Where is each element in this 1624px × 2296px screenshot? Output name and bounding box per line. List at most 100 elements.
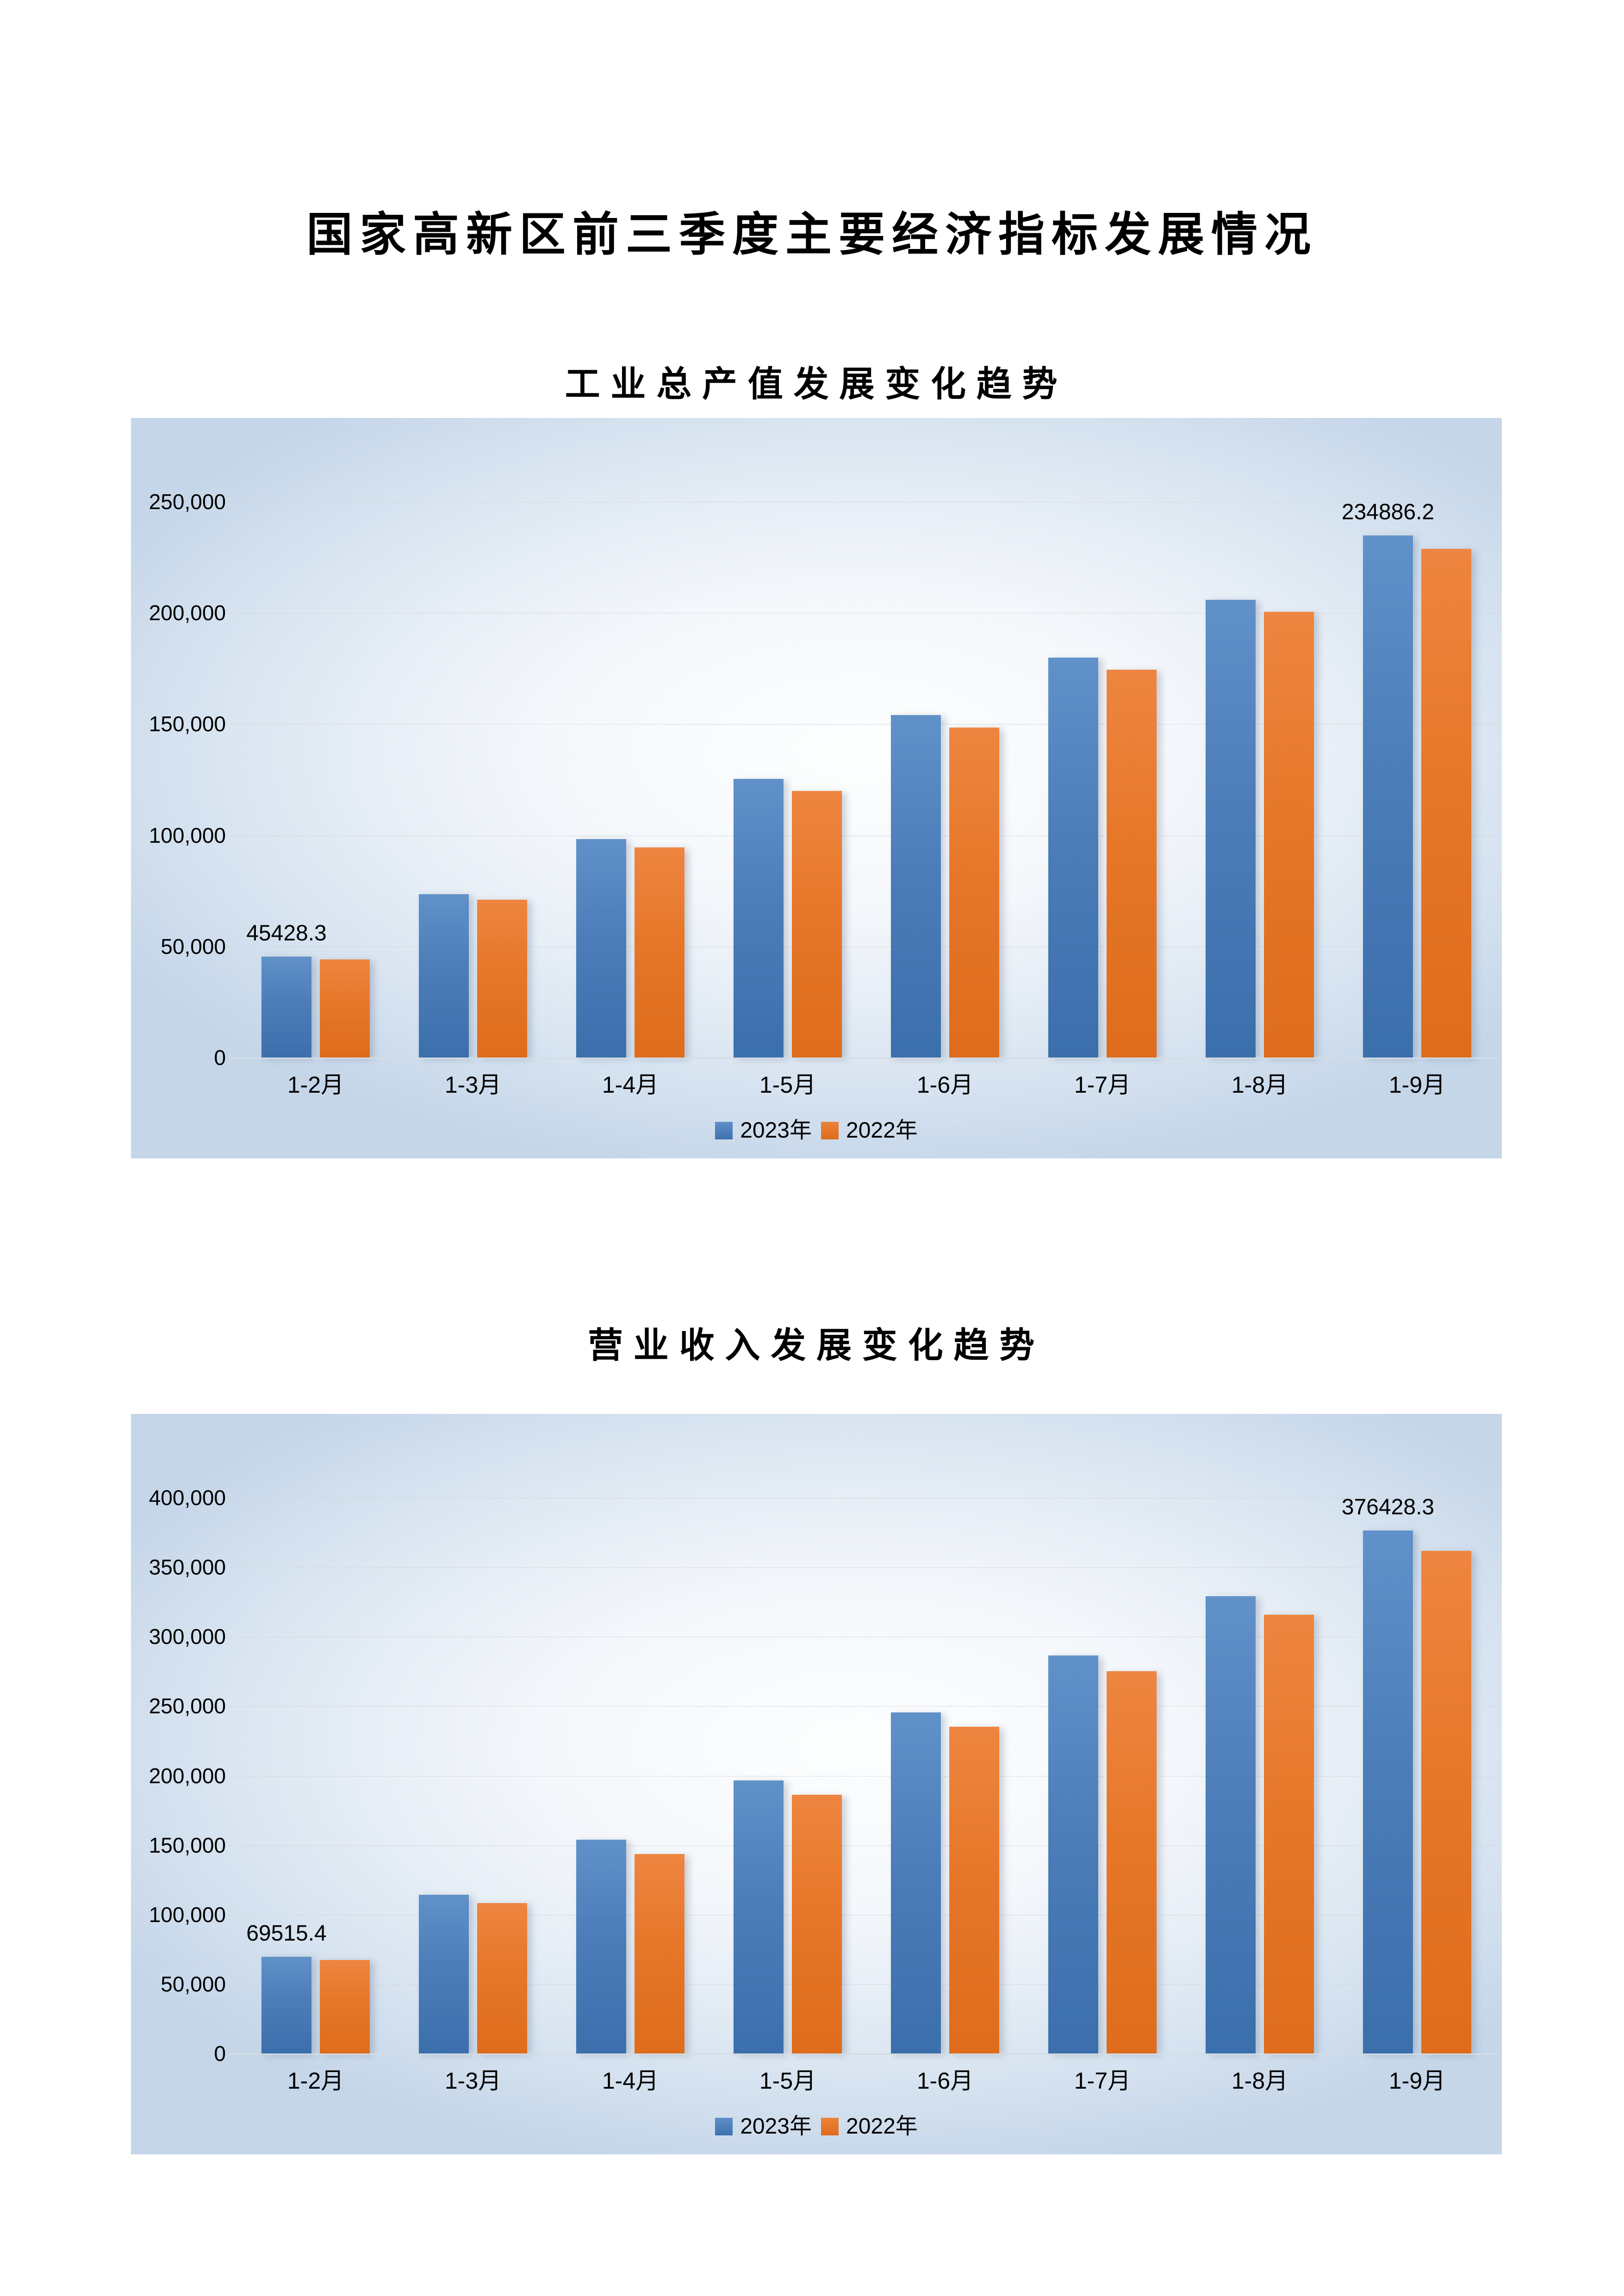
- x-axis-category-label: 1-8月: [1231, 2068, 1288, 2094]
- x-axis-category-label: 1-4月: [602, 1072, 659, 1098]
- gridline: [230, 1775, 1496, 1777]
- y-axis-tick-label: 100,000: [149, 1902, 226, 1927]
- y-axis-tick-label: 50,000: [161, 1972, 226, 1996]
- chart-title-industrial-output: 工业总产值发展变化趋势: [565, 365, 1068, 404]
- bar-2022-c0: [320, 959, 370, 1058]
- y-axis-tick-label: 400,000: [149, 1486, 226, 1510]
- gridline: [230, 1984, 1496, 1985]
- bar-2023-c3: [734, 779, 784, 1058]
- gridline: [230, 946, 1496, 947]
- legend-item: 2023年: [715, 2115, 812, 2139]
- legend-label: 2023年: [740, 2114, 812, 2139]
- gridline: [230, 1706, 1496, 1707]
- operating-revenue-chart: 0 50,000 100,000 150,000 200,000 250,000 300,0…: [131, 1414, 1502, 2154]
- bar-2023-c7: [1363, 1530, 1413, 2053]
- bar-2022-c6: [1264, 612, 1314, 1058]
- bar-2022-c2: [635, 847, 684, 1058]
- gridline: [230, 1845, 1496, 1846]
- data-label: 69515.4: [246, 1921, 327, 1946]
- bar-2022-c1: [477, 1903, 527, 2053]
- gridline: [230, 1567, 1496, 1568]
- bar-2023-c0: [261, 956, 311, 1058]
- x-axis-line: [230, 1058, 1500, 1059]
- bar-2023-c5: [1048, 1655, 1098, 2053]
- data-label: 234886.2: [1341, 499, 1435, 524]
- bar-2023-c1: [419, 1895, 469, 2053]
- x-axis-category-label: 1-4月: [602, 2068, 659, 2094]
- bar-2022-c7: [1421, 1551, 1471, 2053]
- bar-2023-c4: [891, 715, 941, 1058]
- y-axis-tick-label: 0: [214, 2041, 226, 2066]
- legend: 2023年 2022年: [131, 1119, 1502, 1143]
- gridline: [230, 502, 1496, 503]
- bar-2023-c0: [261, 1957, 311, 2053]
- y-axis-tick-label: 250,000: [149, 490, 226, 514]
- x-axis-line: [230, 2053, 1500, 2055]
- y-axis-tick-label: 200,000: [149, 1763, 226, 1788]
- x-axis-category-label: 1-5月: [759, 2068, 816, 2094]
- gridline: [230, 1636, 1496, 1638]
- y-axis-tick-label: 100,000: [149, 823, 226, 847]
- gridline: [230, 724, 1496, 725]
- bar-2022-c6: [1264, 1614, 1314, 2053]
- gridline: [230, 1914, 1496, 1916]
- bar-2022-c0: [320, 1960, 370, 2053]
- bar-2023-c1: [419, 894, 469, 1058]
- chart-title-operating-revenue: 营业收入发展变化趋势: [588, 1326, 1045, 1365]
- x-axis-category-label: 1-6月: [916, 1072, 974, 1098]
- legend-swatch-2022: [821, 1122, 839, 1139]
- gridline: [230, 613, 1496, 614]
- legend-label: 2023年: [740, 1118, 812, 1143]
- bar-2022-c5: [1107, 1671, 1157, 2053]
- gridline: [230, 1498, 1496, 1499]
- legend-item: 2022年: [821, 2115, 918, 2139]
- gridline: [230, 835, 1496, 836]
- y-axis-tick-label: 50,000: [161, 934, 226, 958]
- x-axis-category-label: 1-9月: [1388, 2068, 1446, 2094]
- y-axis-tick-label: 300,000: [149, 1624, 226, 1649]
- x-axis-category-label: 1-7月: [1074, 2068, 1131, 2094]
- data-label: 45428.3: [246, 921, 327, 946]
- y-axis-tick-label: 350,000: [149, 1555, 226, 1580]
- x-axis-category-label: 1-2月: [287, 2068, 344, 2094]
- bar-2022-c7: [1421, 549, 1471, 1058]
- bar-2022-c3: [792, 1794, 842, 2053]
- legend-label: 2022年: [846, 2114, 918, 2139]
- data-label: 376428.3: [1341, 1494, 1435, 1519]
- bar-2022-c4: [949, 727, 999, 1058]
- legend-swatch-2023: [715, 1122, 733, 1139]
- legend-item: 2022年: [821, 1119, 918, 1143]
- x-axis-category-label: 1-3月: [444, 2068, 502, 2094]
- bar-2023-c6: [1206, 599, 1256, 1058]
- legend-swatch-2022: [821, 2118, 839, 2135]
- bar-2022-c3: [792, 790, 842, 1058]
- y-axis-tick-label: 150,000: [149, 1833, 226, 1857]
- bar-2022-c4: [949, 1726, 999, 2053]
- bar-2022-c2: [635, 1854, 684, 2053]
- x-axis-category-label: 1-7月: [1074, 1072, 1131, 1098]
- legend-item: 2023年: [715, 1119, 812, 1143]
- bar-2023-c4: [891, 1712, 941, 2053]
- y-axis-tick-label: 0: [214, 1045, 226, 1070]
- y-axis-tick-label: 250,000: [149, 1694, 226, 1718]
- bar-2022-c5: [1107, 669, 1157, 1058]
- industrial-output-chart: 0 50,000 100,000 150,000 200,000 250,000 1-2月 1…: [131, 418, 1502, 1158]
- bar-2023-c2: [576, 839, 626, 1058]
- y-axis-tick-label: 200,000: [149, 601, 226, 625]
- page-title: 国家高新区前三季度主要经济指标发展情况: [306, 209, 1318, 261]
- bar-2023-c7: [1363, 535, 1413, 1058]
- bar-2023-c2: [576, 1839, 626, 2053]
- legend-label: 2022年: [846, 1118, 918, 1143]
- x-axis-category-label: 1-2月: [287, 1072, 344, 1098]
- x-axis-category-label: 1-9月: [1388, 1072, 1446, 1098]
- bar-2023-c3: [734, 1780, 784, 2053]
- x-axis-category-label: 1-5月: [759, 1072, 816, 1098]
- bar-2022-c1: [477, 900, 527, 1058]
- bar-2023-c6: [1206, 1596, 1256, 2053]
- y-axis-tick-label: 150,000: [149, 712, 226, 736]
- legend: 2023年 2022年: [131, 2115, 1502, 2139]
- x-axis-category-label: 1-8月: [1231, 1072, 1288, 1098]
- x-axis-category-label: 1-6月: [916, 2068, 974, 2094]
- x-axis-category-label: 1-3月: [444, 1072, 502, 1098]
